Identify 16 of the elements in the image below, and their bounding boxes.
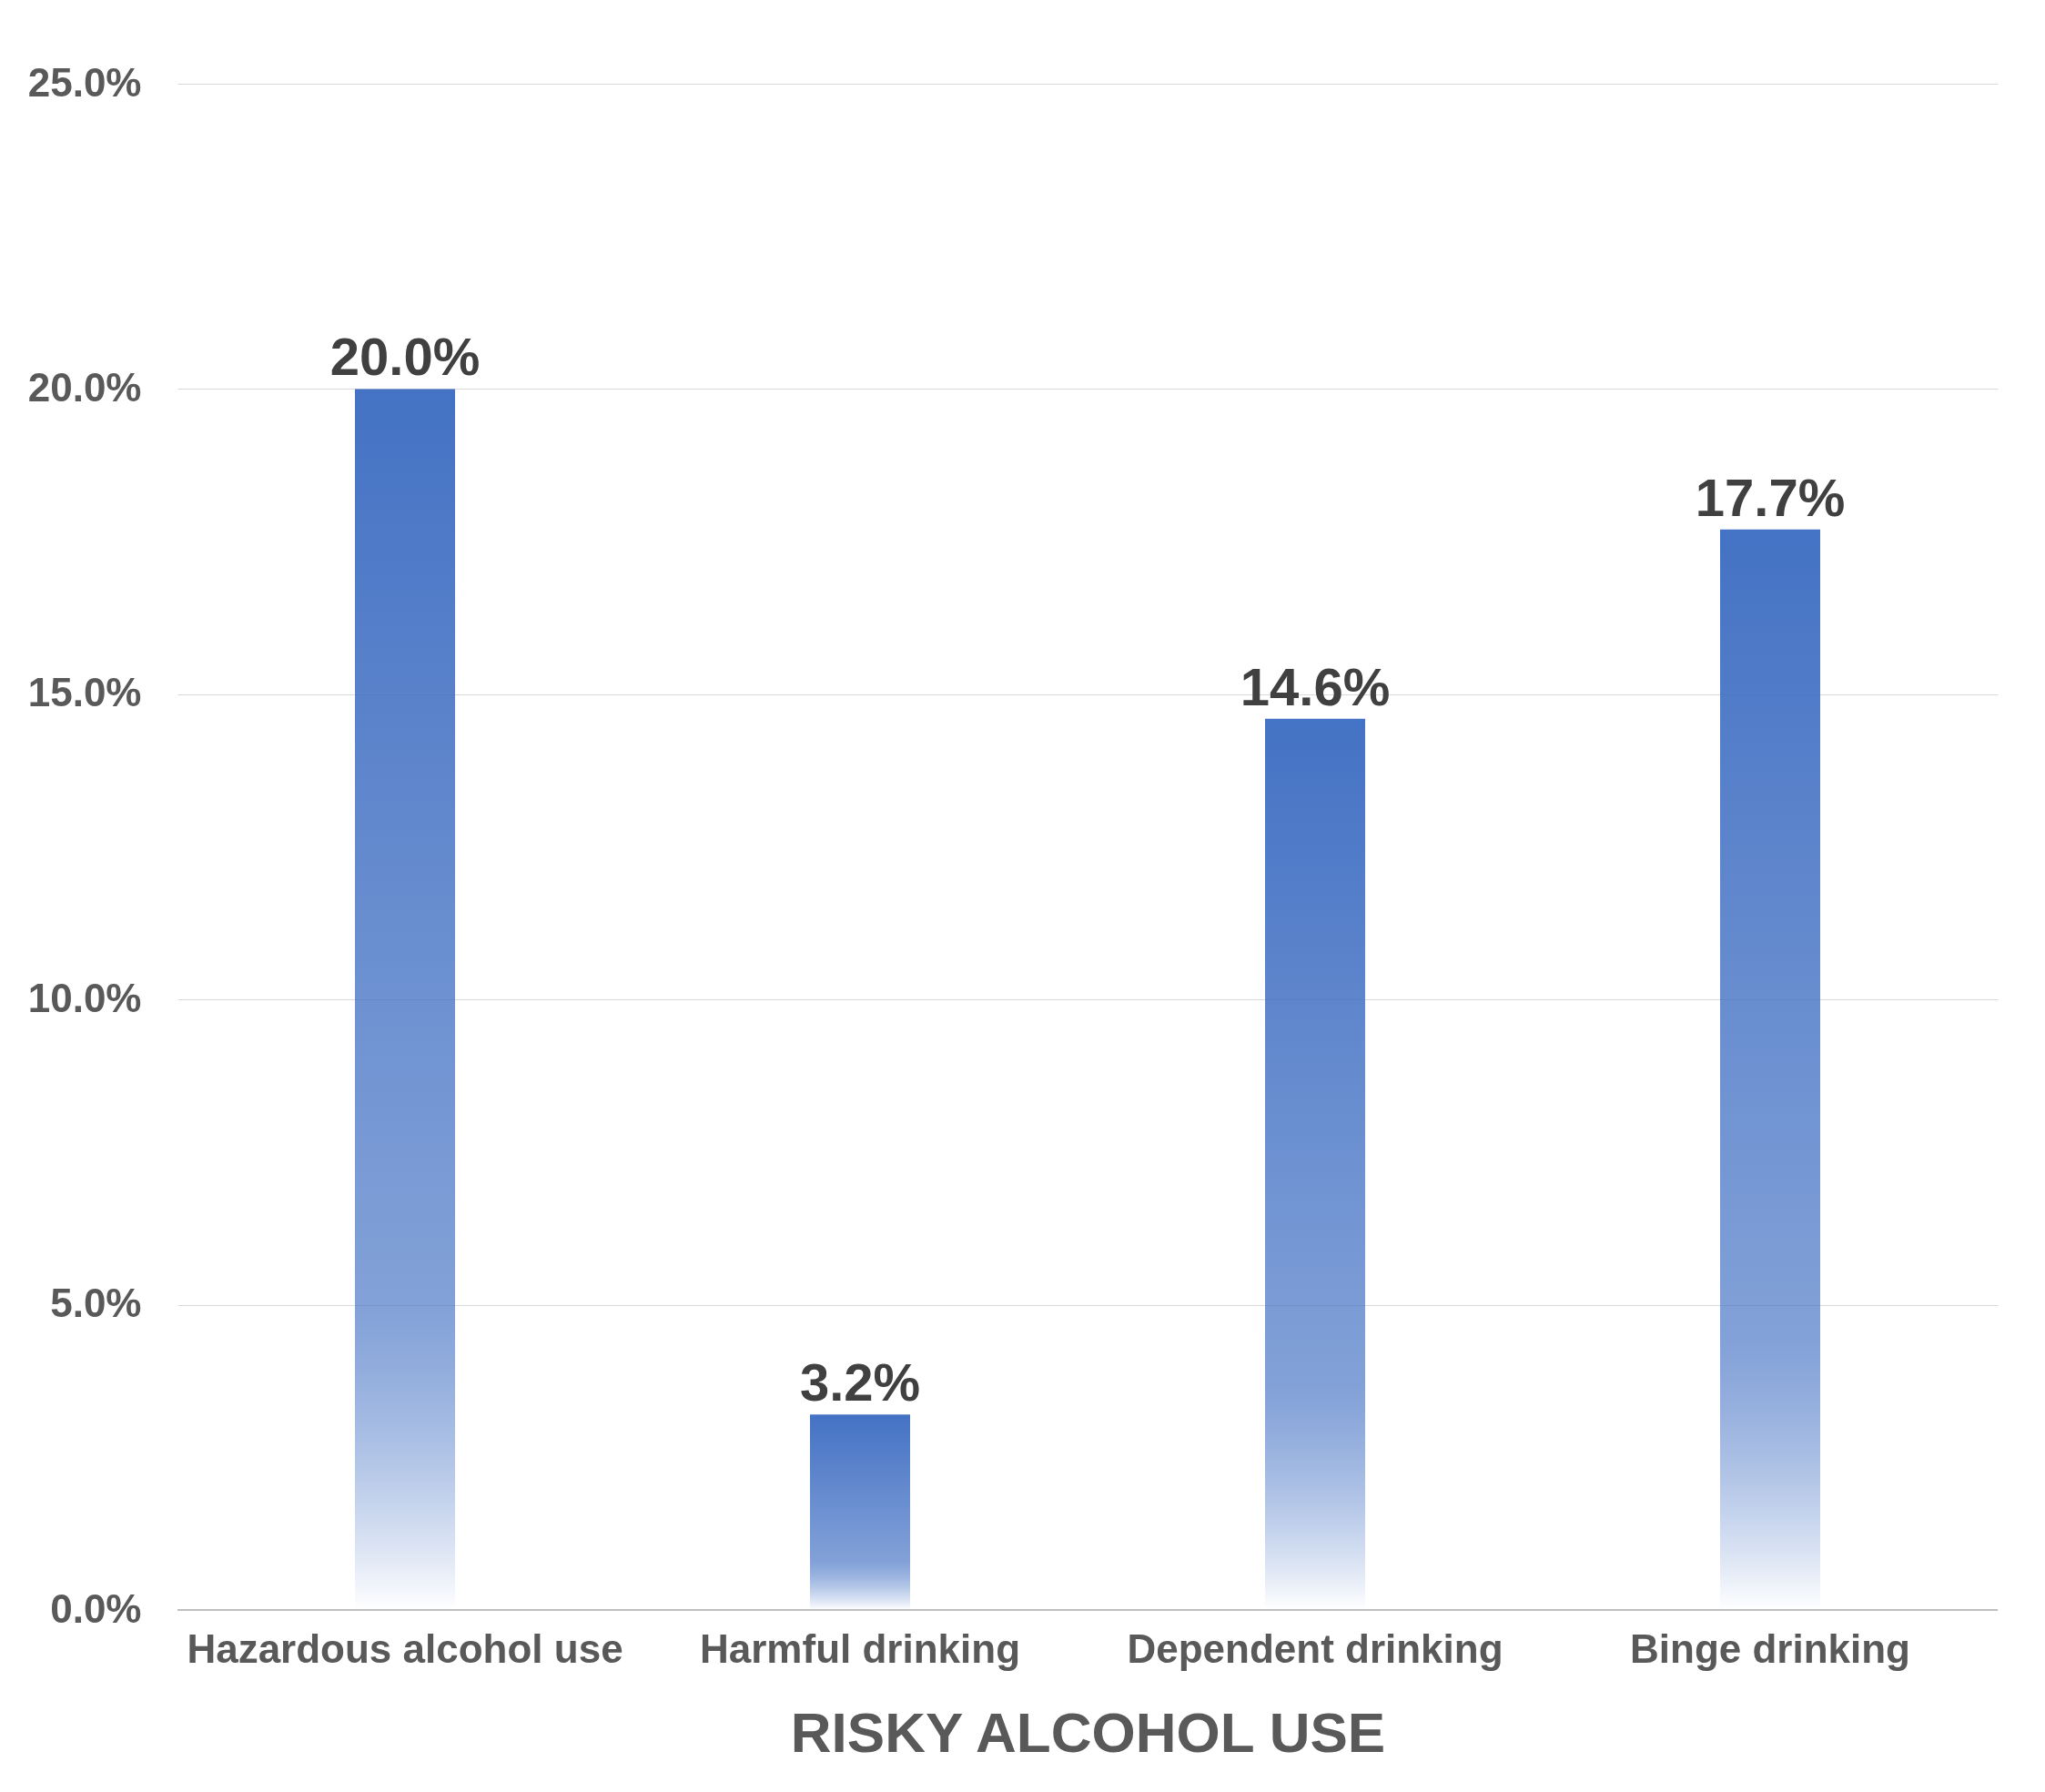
data-label: 20.0% [329,327,481,387]
data-label: 14.6% [1240,656,1391,716]
data-label: 3.2% [799,1352,921,1412]
y-tick-label: 20.0% [27,364,142,410]
x-axis-title: RISKY ALCOHOL USE [790,1700,1386,1764]
y-tick-label: 15.0% [27,670,142,715]
data-label: 17.7% [1695,467,1846,527]
y-tick-label: 5.0% [50,1281,142,1326]
y-tick-label: 0.0% [50,1585,142,1631]
x-tick-label: Dependent drinking [1127,1625,1503,1671]
bar [810,1414,910,1610]
x-tick-label: Harmful drinking [699,1625,1021,1671]
x-tick-label: Hazardous alcohol use [187,1625,623,1671]
y-tick-label: 10.0% [27,975,142,1020]
x-tick-label: Binge drinking [1630,1625,1910,1671]
y-tick-label: 25.0% [27,59,142,105]
